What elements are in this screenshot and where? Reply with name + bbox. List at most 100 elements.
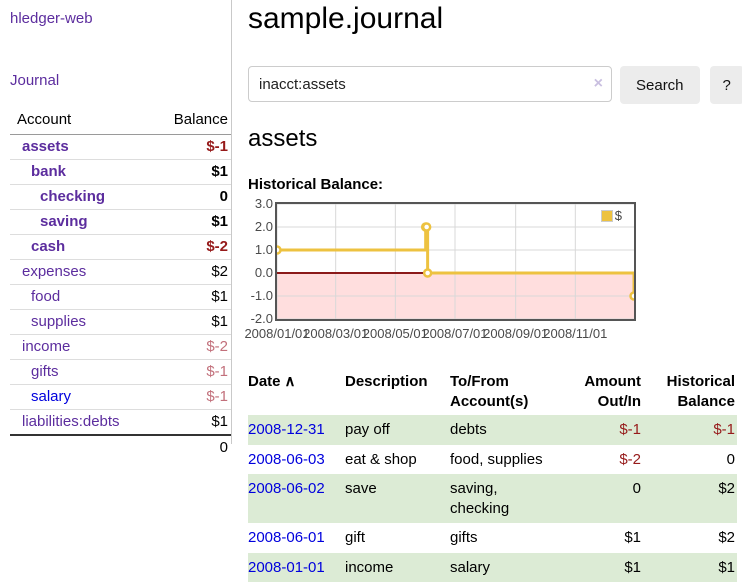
register-row: 2008-01-01 income salary $1 $1 xyxy=(248,552,737,582)
account-link[interactable]: bank xyxy=(31,163,67,180)
sidebar-item-journal[interactable]: Journal xyxy=(10,72,60,89)
account-row: expenses $2 xyxy=(10,259,231,285)
account-link[interactable]: saving xyxy=(40,213,88,230)
accounts-total-value: 0 xyxy=(149,434,231,460)
sort-ascending-icon: ∧ xyxy=(284,373,296,390)
account-name-cell: salary xyxy=(10,384,150,410)
x-axis-tick-label: 2008/03/01 xyxy=(303,326,369,341)
account-name-cell: food xyxy=(10,284,150,310)
transaction-accounts: saving, checking xyxy=(450,480,510,517)
transaction-amount: $-1 xyxy=(619,421,641,438)
account-link[interactable]: supplies xyxy=(31,313,87,330)
account-row: cash $-2 xyxy=(10,234,231,260)
account-link[interactable]: food xyxy=(31,288,61,305)
transaction-balance: $-1 xyxy=(713,421,735,438)
account-balance: $1 xyxy=(211,413,228,430)
transaction-description: save xyxy=(345,480,377,497)
account-balance: $-2 xyxy=(149,234,231,260)
transaction-accounts: food, supplies xyxy=(450,450,543,468)
account-name-cell: cash xyxy=(10,234,150,260)
account-row: food $1 xyxy=(10,284,231,310)
account-row: salary $-1 xyxy=(10,384,231,410)
account-link[interactable]: gifts xyxy=(31,363,59,380)
account-balance: $1 xyxy=(149,209,231,235)
chart-title: Historical Balance: xyxy=(248,176,384,193)
transaction-date-cell: 2008-01-01 xyxy=(248,553,345,582)
transaction-amount: $1 xyxy=(624,558,641,576)
transaction-date-link[interactable]: 2008-01-01 xyxy=(248,558,325,576)
transaction-amount: $1 xyxy=(624,529,641,546)
account-row: assets $-1 xyxy=(10,134,231,160)
y-axis-tick-label: -1.0 xyxy=(250,288,273,303)
accounts-header-row: Account Balance xyxy=(10,108,231,135)
account-link[interactable]: expenses xyxy=(22,263,87,280)
chart-canvas xyxy=(272,203,639,320)
register-header-balance: Historical Balance xyxy=(666,373,735,410)
y-axis-tick-label: 2.0 xyxy=(254,219,273,234)
account-balance: $1 xyxy=(149,159,231,185)
accounts-header-account: Account xyxy=(10,108,150,135)
transaction-description: income xyxy=(345,558,394,576)
transaction-balance: $2 xyxy=(718,529,735,546)
chart-legend: $ xyxy=(600,208,622,223)
chart-plot-area: $ xyxy=(272,202,639,321)
transaction-amount: 0 xyxy=(632,480,641,497)
search-button[interactable]: Search xyxy=(620,66,700,104)
transaction-date-cell: 2008-06-01 xyxy=(248,523,345,553)
account-balance: $2 xyxy=(149,259,231,285)
accounts-header-balance: Balance xyxy=(149,108,231,135)
x-axis-tick-label: 2008/01/01 xyxy=(244,326,310,341)
account-link[interactable]: income xyxy=(22,338,71,355)
account-name-cell: supplies xyxy=(10,309,150,335)
transaction-date-link[interactable]: 2008-06-01 xyxy=(248,529,325,546)
account-link[interactable]: assets xyxy=(22,138,69,155)
account-row: checking 0 xyxy=(10,184,231,210)
register-header-date[interactable]: Date ∧ xyxy=(248,373,296,390)
x-axis-tick-label: 2008/11/01 xyxy=(543,326,608,341)
search-box: × xyxy=(248,66,612,104)
y-axis-tick-label: 3.0 xyxy=(254,196,273,211)
transaction-date-link[interactable]: 2008-06-03 xyxy=(248,450,325,468)
account-link[interactable]: checking xyxy=(40,188,106,205)
main-content: sample.journal × Search ? assets Histori… xyxy=(244,0,742,582)
account-row: income $-2 xyxy=(10,334,231,360)
clear-search-icon[interactable]: × xyxy=(593,75,603,92)
register-header-description: Description xyxy=(345,373,428,390)
register-header-row: Date ∧ Description To/From Account(s) Amo… xyxy=(248,370,737,415)
register-row: 2008-06-01 gift gifts $1 $2 xyxy=(248,523,737,553)
transaction-date-cell: 2008-12-31 xyxy=(248,415,345,445)
help-button[interactable]: ? xyxy=(709,66,742,104)
account-row: liabilities:debts $1 xyxy=(10,410,231,436)
transaction-accounts: gifts xyxy=(450,529,478,546)
account-link[interactable]: salary xyxy=(31,388,72,405)
accounts-table: Account Balance assets $-1 bank $1 checking 0… xyxy=(10,108,231,460)
account-link[interactable]: liabilities:debts xyxy=(22,413,120,430)
account-name-cell: bank xyxy=(10,159,150,185)
y-axis-tick-label: 0.0 xyxy=(254,265,273,280)
account-name-cell: checking xyxy=(10,184,150,210)
transaction-balance: $1 xyxy=(718,558,735,576)
search-input[interactable] xyxy=(248,66,612,102)
brand-link[interactable]: hledger-web xyxy=(10,10,93,27)
transaction-date-link[interactable]: 2008-06-02 xyxy=(248,480,325,497)
account-name-cell: assets xyxy=(10,134,150,160)
transaction-date-cell: 2008-06-02 xyxy=(248,474,345,523)
transaction-date-link[interactable]: 2008-12-31 xyxy=(248,421,325,438)
account-balance: $-1 xyxy=(149,359,231,385)
legend-label: $ xyxy=(614,208,622,223)
account-name-cell: liabilities:debts xyxy=(10,410,149,436)
register-table: Date ∧ Description To/From Account(s) Amo… xyxy=(248,370,737,582)
account-balance: $-2 xyxy=(149,334,231,360)
accounts-total-row: 0 xyxy=(10,434,231,460)
account-balance: 0 xyxy=(149,184,231,210)
account-balance: $-1 xyxy=(149,384,231,410)
transaction-accounts: debts xyxy=(450,421,487,438)
account-row: saving $1 xyxy=(10,209,231,235)
sidebar: hledger-web Journal Account Balance asse… xyxy=(0,0,232,460)
account-link[interactable]: cash xyxy=(31,238,66,255)
account-name-cell: expenses xyxy=(10,259,150,285)
search-form: × Search ? xyxy=(248,66,742,104)
register-header-accounts: To/From Account(s) xyxy=(450,373,529,410)
account-balance: $1 xyxy=(149,309,231,335)
x-axis-tick-label: 2008/05/01 xyxy=(362,326,428,341)
